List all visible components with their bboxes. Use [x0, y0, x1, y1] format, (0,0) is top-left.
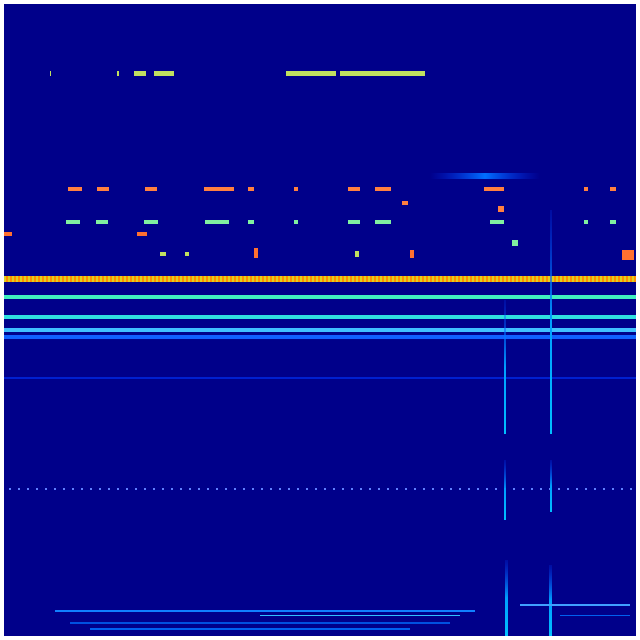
row-dashes	[68, 187, 616, 212]
dash	[584, 187, 588, 191]
dash	[50, 71, 51, 76]
dash	[610, 220, 616, 224]
bottom-noise	[55, 604, 630, 630]
dotted-band	[8, 488, 634, 490]
streak	[520, 604, 630, 606]
dash	[340, 71, 425, 76]
dash	[96, 220, 108, 224]
band	[4, 295, 636, 299]
dash	[622, 250, 634, 260]
band	[4, 276, 636, 282]
band	[4, 328, 636, 332]
vertical-line	[504, 300, 506, 434]
dash	[97, 187, 109, 191]
dash	[248, 187, 254, 191]
vertical-line	[550, 460, 552, 512]
dash	[137, 232, 147, 236]
row-dashes	[4, 232, 634, 260]
dash	[484, 187, 504, 191]
band	[4, 377, 636, 379]
dash	[185, 252, 189, 256]
dash	[205, 220, 229, 224]
dash	[294, 187, 298, 191]
dash	[145, 187, 157, 191]
glow-band	[430, 173, 540, 179]
dash	[610, 187, 616, 191]
band	[4, 315, 636, 319]
dash	[154, 71, 174, 76]
background	[4, 4, 636, 636]
dash	[248, 220, 254, 224]
dash	[402, 201, 408, 205]
streak	[70, 622, 450, 624]
dash	[204, 187, 234, 191]
streak	[55, 610, 475, 612]
dash	[134, 71, 146, 76]
vertical-line	[504, 460, 506, 520]
streak	[90, 628, 410, 630]
dash	[348, 220, 360, 224]
dash	[160, 252, 166, 256]
dash	[375, 187, 391, 191]
vertical-line	[549, 565, 552, 636]
band	[4, 335, 636, 339]
dash	[294, 220, 298, 224]
streak	[260, 615, 460, 616]
row-dashes	[50, 71, 425, 76]
dash	[68, 187, 82, 191]
dash	[584, 220, 588, 224]
vertical-line	[505, 560, 508, 636]
row-dashes	[66, 220, 616, 224]
dash	[498, 206, 504, 212]
dash	[117, 71, 119, 76]
dash	[286, 71, 336, 76]
dash	[254, 248, 258, 258]
dash	[4, 232, 12, 236]
dash	[66, 220, 80, 224]
dash	[410, 250, 414, 258]
streak	[560, 615, 630, 616]
dash	[490, 220, 504, 224]
dash	[512, 240, 518, 246]
dash	[144, 220, 158, 224]
dash	[355, 251, 359, 257]
vertical-line	[550, 210, 552, 434]
dash	[348, 187, 360, 191]
dash	[375, 220, 391, 224]
